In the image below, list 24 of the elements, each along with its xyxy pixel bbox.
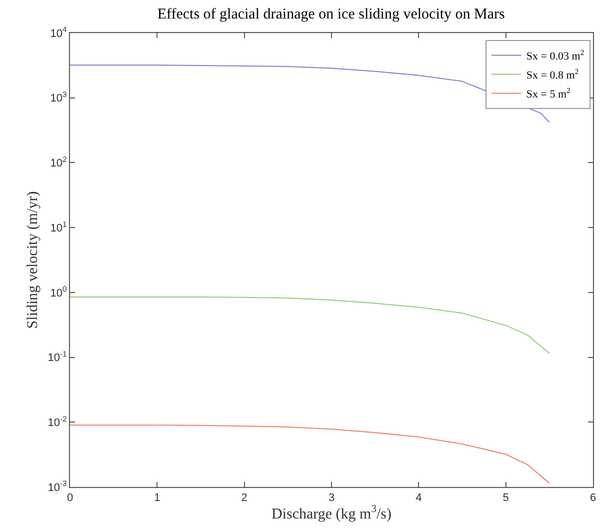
y-tick-label: 10$^{-3}$ — [48, 479, 67, 494]
chart-title: Effects of glacial drainage on ice sliding velocity on Mars — [157, 6, 506, 22]
y-tick-label: 10$^{2}$ — [50, 154, 67, 170]
legend-label: Sx = 0.03 m$^{2}$ — [526, 48, 584, 63]
line-series — [70, 424, 550, 484]
y-axis-title: Sliding velocity (m/yr) — [24, 191, 41, 329]
legend-label: Sx = 5 m$^{2}$ — [526, 86, 571, 101]
x-tick-label: 2 — [241, 492, 248, 504]
y-tick-label: 10$^{1}$ — [50, 220, 67, 234]
y-tick-label: 10$^{-2}$ — [48, 414, 67, 429]
y-tick-label: 10$^{0}$ — [50, 284, 67, 300]
y-tick-label: 10$^{3}$ — [50, 90, 67, 105]
x-tick-label: 4 — [416, 492, 422, 504]
x-tick-label: 1 — [154, 492, 160, 504]
x-tick-label: 3 — [328, 492, 335, 504]
x-axis-title: Discharge (kg m$^{3}$/s) — [272, 504, 392, 522]
line-series — [70, 64, 550, 123]
legend-label: Sx = 0.8 m$^{2}$ — [526, 66, 579, 82]
x-tick-label: 6 — [590, 492, 596, 504]
x-tick-label: 0 — [66, 492, 74, 504]
x-tick-label: 5 — [502, 492, 509, 504]
y-tick-label: 10$^{-1}$ — [48, 350, 67, 364]
y-tick-label: 10$^{4}$ — [50, 25, 68, 40]
line-series — [70, 296, 550, 354]
